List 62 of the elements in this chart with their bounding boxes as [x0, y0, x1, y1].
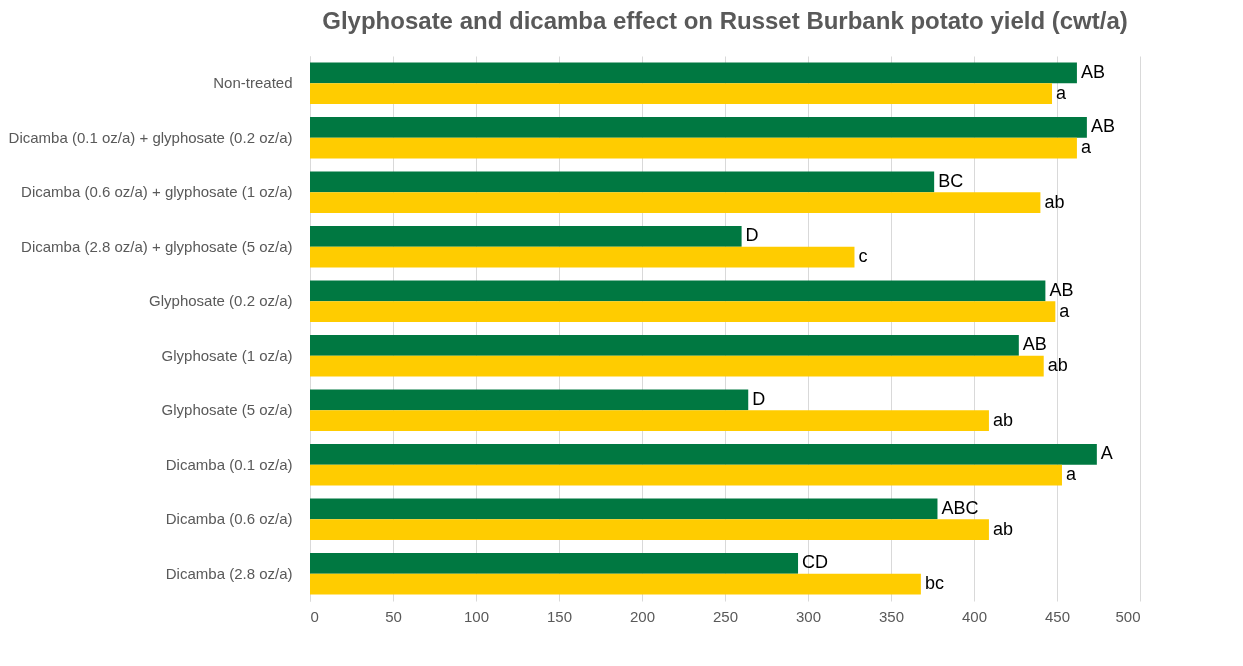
data-label: ab [992, 409, 1013, 430]
y-tick-label: Dicamba (0.6 oz/a) [165, 510, 293, 528]
x-tick-label: 0 [310, 607, 319, 625]
data-label: a [1065, 464, 1077, 485]
data-label: ab [1044, 191, 1065, 212]
bar [310, 519, 989, 540]
bar [310, 137, 1077, 159]
y-tick-label: Glyphosate (1 oz/a) [161, 346, 293, 364]
bar [310, 553, 799, 574]
bar [310, 246, 855, 268]
x-tick-label: 400 [961, 607, 988, 625]
bar [310, 498, 938, 520]
x-tick-label: 350 [878, 607, 905, 625]
y-tick-label: Non-treated [213, 74, 293, 92]
data-label: AB [1080, 61, 1105, 82]
x-tick-label: 150 [546, 607, 573, 625]
x-tick-label: 250 [712, 607, 739, 625]
bar [310, 280, 1046, 302]
bar [310, 83, 1053, 104]
bar [310, 389, 749, 411]
chart-title: Glyphosate and dicamba effect on Russet Burbank potato yield (cwt/a) [322, 7, 1128, 34]
y-tick-label: Dicamba (2.8 oz/a) [165, 564, 293, 582]
data-label: bc [924, 573, 944, 594]
bar [310, 62, 1077, 84]
data-label: c [858, 246, 868, 267]
bar [310, 171, 935, 193]
x-tick-label: 200 [629, 607, 656, 625]
data-label: a [1080, 137, 1092, 158]
y-tick-label: Dicamba (0.1 oz/a) + glyphosate (0.2 oz/a) [8, 128, 293, 146]
y-tick-label: Dicamba (0.6 oz/a) + glyphosate (1 oz/a) [21, 183, 293, 201]
data-label: ab [1047, 355, 1068, 376]
bar [310, 410, 989, 431]
bar [310, 444, 1097, 465]
data-label: ab [992, 518, 1013, 539]
x-tick-label: 300 [795, 607, 822, 625]
x-tick-label: 450 [1044, 607, 1071, 625]
data-label: ABC [941, 497, 979, 518]
bar [310, 301, 1056, 322]
y-tick-label: Dicamba (2.8 oz/a) + glyphosate (5 oz/a) [21, 237, 293, 255]
bar [310, 355, 1044, 377]
y-tick-label: Glyphosate (0.2 oz/a) [149, 292, 293, 310]
data-label: D [745, 225, 759, 246]
data-label: AB [1090, 116, 1115, 137]
y-tick-label: Glyphosate (5 oz/a) [161, 401, 293, 419]
data-label: CD [802, 552, 829, 573]
data-label: A [1100, 443, 1113, 464]
y-tick-label: Dicamba (0.1 oz/a) [165, 455, 293, 473]
data-label: BC [938, 170, 964, 191]
x-tick-label: 500 [1115, 607, 1141, 625]
bar [310, 226, 742, 247]
bar [310, 573, 921, 595]
data-label: a [1059, 300, 1071, 321]
x-tick-label: 100 [463, 607, 490, 625]
data-label: a [1056, 82, 1068, 103]
data-label: AB [1022, 334, 1047, 355]
data-label: D [752, 388, 766, 409]
bar [310, 117, 1087, 138]
data-label: AB [1049, 279, 1074, 300]
x-tick-label: 50 [385, 607, 402, 625]
bar [310, 192, 1041, 213]
bar [310, 464, 1062, 486]
bar [310, 335, 1019, 356]
